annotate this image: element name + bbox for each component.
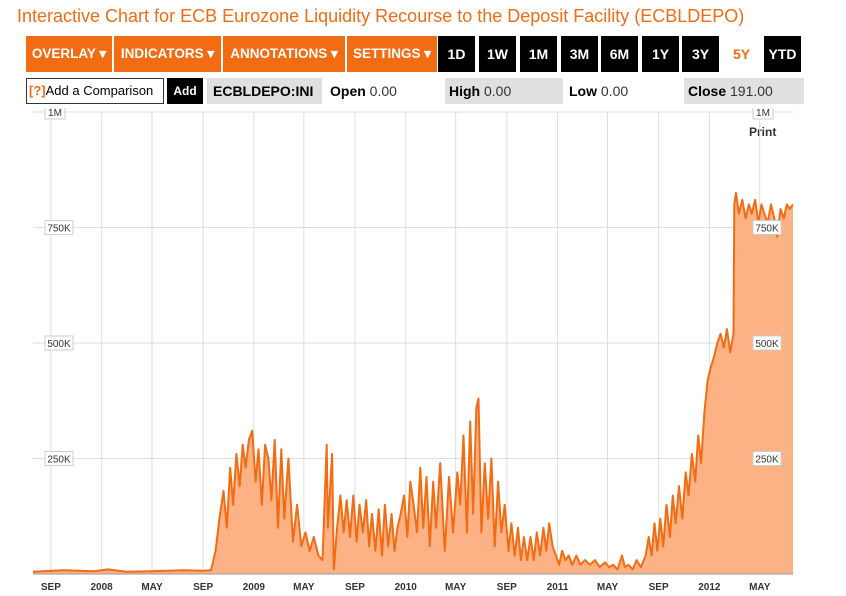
high-label: High [449, 83, 481, 99]
range-3m-button[interactable]: 3M [561, 36, 598, 72]
close-value: 191.00 [730, 83, 773, 99]
y-tick-label-left: 250K [47, 455, 71, 466]
low-label: Low [569, 83, 597, 99]
y-tick-label-right-box [752, 108, 774, 120]
y-tick-label-left-box [44, 451, 74, 466]
y-tick-label-right: 250K [755, 455, 779, 466]
x-tick-label: MAY [749, 582, 771, 593]
x-tick-label: SEP [649, 582, 669, 593]
range-ytd-button[interactable]: YTD [764, 36, 801, 72]
range-6m-button[interactable]: 6M [601, 36, 638, 72]
range-3y-button[interactable]: 3Y [682, 36, 719, 72]
range-1d-button[interactable]: 1D [438, 36, 475, 72]
page-title: Interactive Chart for ECB Eurozone Liqui… [17, 6, 745, 26]
y-tick-label-left-box [44, 220, 74, 235]
x-tick-label: 2011 [547, 582, 569, 593]
y-tick-label-left: 1M [48, 108, 62, 119]
x-tick-label: SEP [193, 582, 213, 593]
open-label: Open [330, 83, 366, 99]
range-1y-button[interactable]: 1Y [642, 36, 679, 72]
comparison-input[interactable]: [?]Add a Comparison [26, 78, 164, 104]
y-tick-label-right: 750K [755, 224, 779, 235]
close-label: Close [688, 83, 727, 99]
annotations-menu-button[interactable]: ANNOTATIONS ▾ [223, 36, 347, 72]
range-1w-button[interactable]: 1W [479, 36, 516, 72]
add-comparison-button[interactable]: Add [167, 78, 203, 104]
y-tick-label-left-box [44, 108, 66, 120]
y-tick-label-left: 500K [47, 339, 71, 350]
open-stat: Open 0.00 [326, 78, 438, 104]
series-area [33, 192, 793, 574]
ticker-symbol: ECBLDEPO:INI [207, 78, 322, 104]
range-5y-button[interactable]: 5Y [723, 36, 760, 72]
chart-toolbar: OVERLAY ▾ INDICATORS ▾ ANNOTATIONS ▾ SET… [26, 36, 816, 72]
x-tick-label: MAY [293, 582, 315, 593]
print-link[interactable]: Print [749, 125, 777, 139]
x-tick-label: 2012 [698, 582, 721, 593]
high-stat: High 0.00 [445, 78, 563, 104]
y-tick-label-right-box [752, 220, 782, 235]
y-tick-label-left-box [44, 335, 74, 351]
help-icon[interactable]: [?] [29, 83, 46, 98]
comparison-placeholder: Add a Comparison [45, 83, 154, 98]
close-stat: Close 191.00 [684, 78, 804, 104]
x-tick-label: SEP [41, 582, 61, 593]
overlay-menu-button[interactable]: OVERLAY ▾ [26, 36, 114, 72]
area-chart: SEP 2008 MAY SEP 2009 MAY SEP 2010 MAY SEP 2011 MAY… [32, 108, 794, 593]
low-stat: Low 0.00 [565, 78, 677, 104]
x-tick-label: SEP [497, 582, 517, 593]
high-value: 0.00 [484, 83, 512, 99]
y-tick-label-left: 750K [47, 224, 71, 235]
x-tick-label: SEP [345, 582, 365, 593]
x-tick-label: MAY [141, 582, 163, 593]
x-tick-label: 2009 [243, 582, 266, 593]
x-tick-label: 2008 [91, 582, 114, 593]
settings-menu-button[interactable]: SETTINGS ▾ [347, 36, 437, 72]
quote-bar: [?]Add a Comparison Add ECBLDEPO:INI Ope… [26, 78, 816, 104]
y-tick-label-right: 500K [755, 339, 779, 350]
y-tick-label-right-box [752, 451, 782, 466]
x-tick-label: MAY [597, 582, 619, 593]
open-value: 0.00 [369, 83, 397, 99]
indicators-menu-button[interactable]: INDICATORS ▾ [114, 36, 223, 72]
y-tick-label-right-box [752, 335, 782, 351]
x-tick-label: 2010 [395, 582, 418, 593]
range-1m-button[interactable]: 1M [520, 36, 557, 72]
x-tick-label: MAY [445, 582, 467, 593]
y-tick-label-right: 1M [756, 108, 770, 119]
low-value: 0.00 [600, 83, 629, 99]
series-line [32, 191, 794, 573]
